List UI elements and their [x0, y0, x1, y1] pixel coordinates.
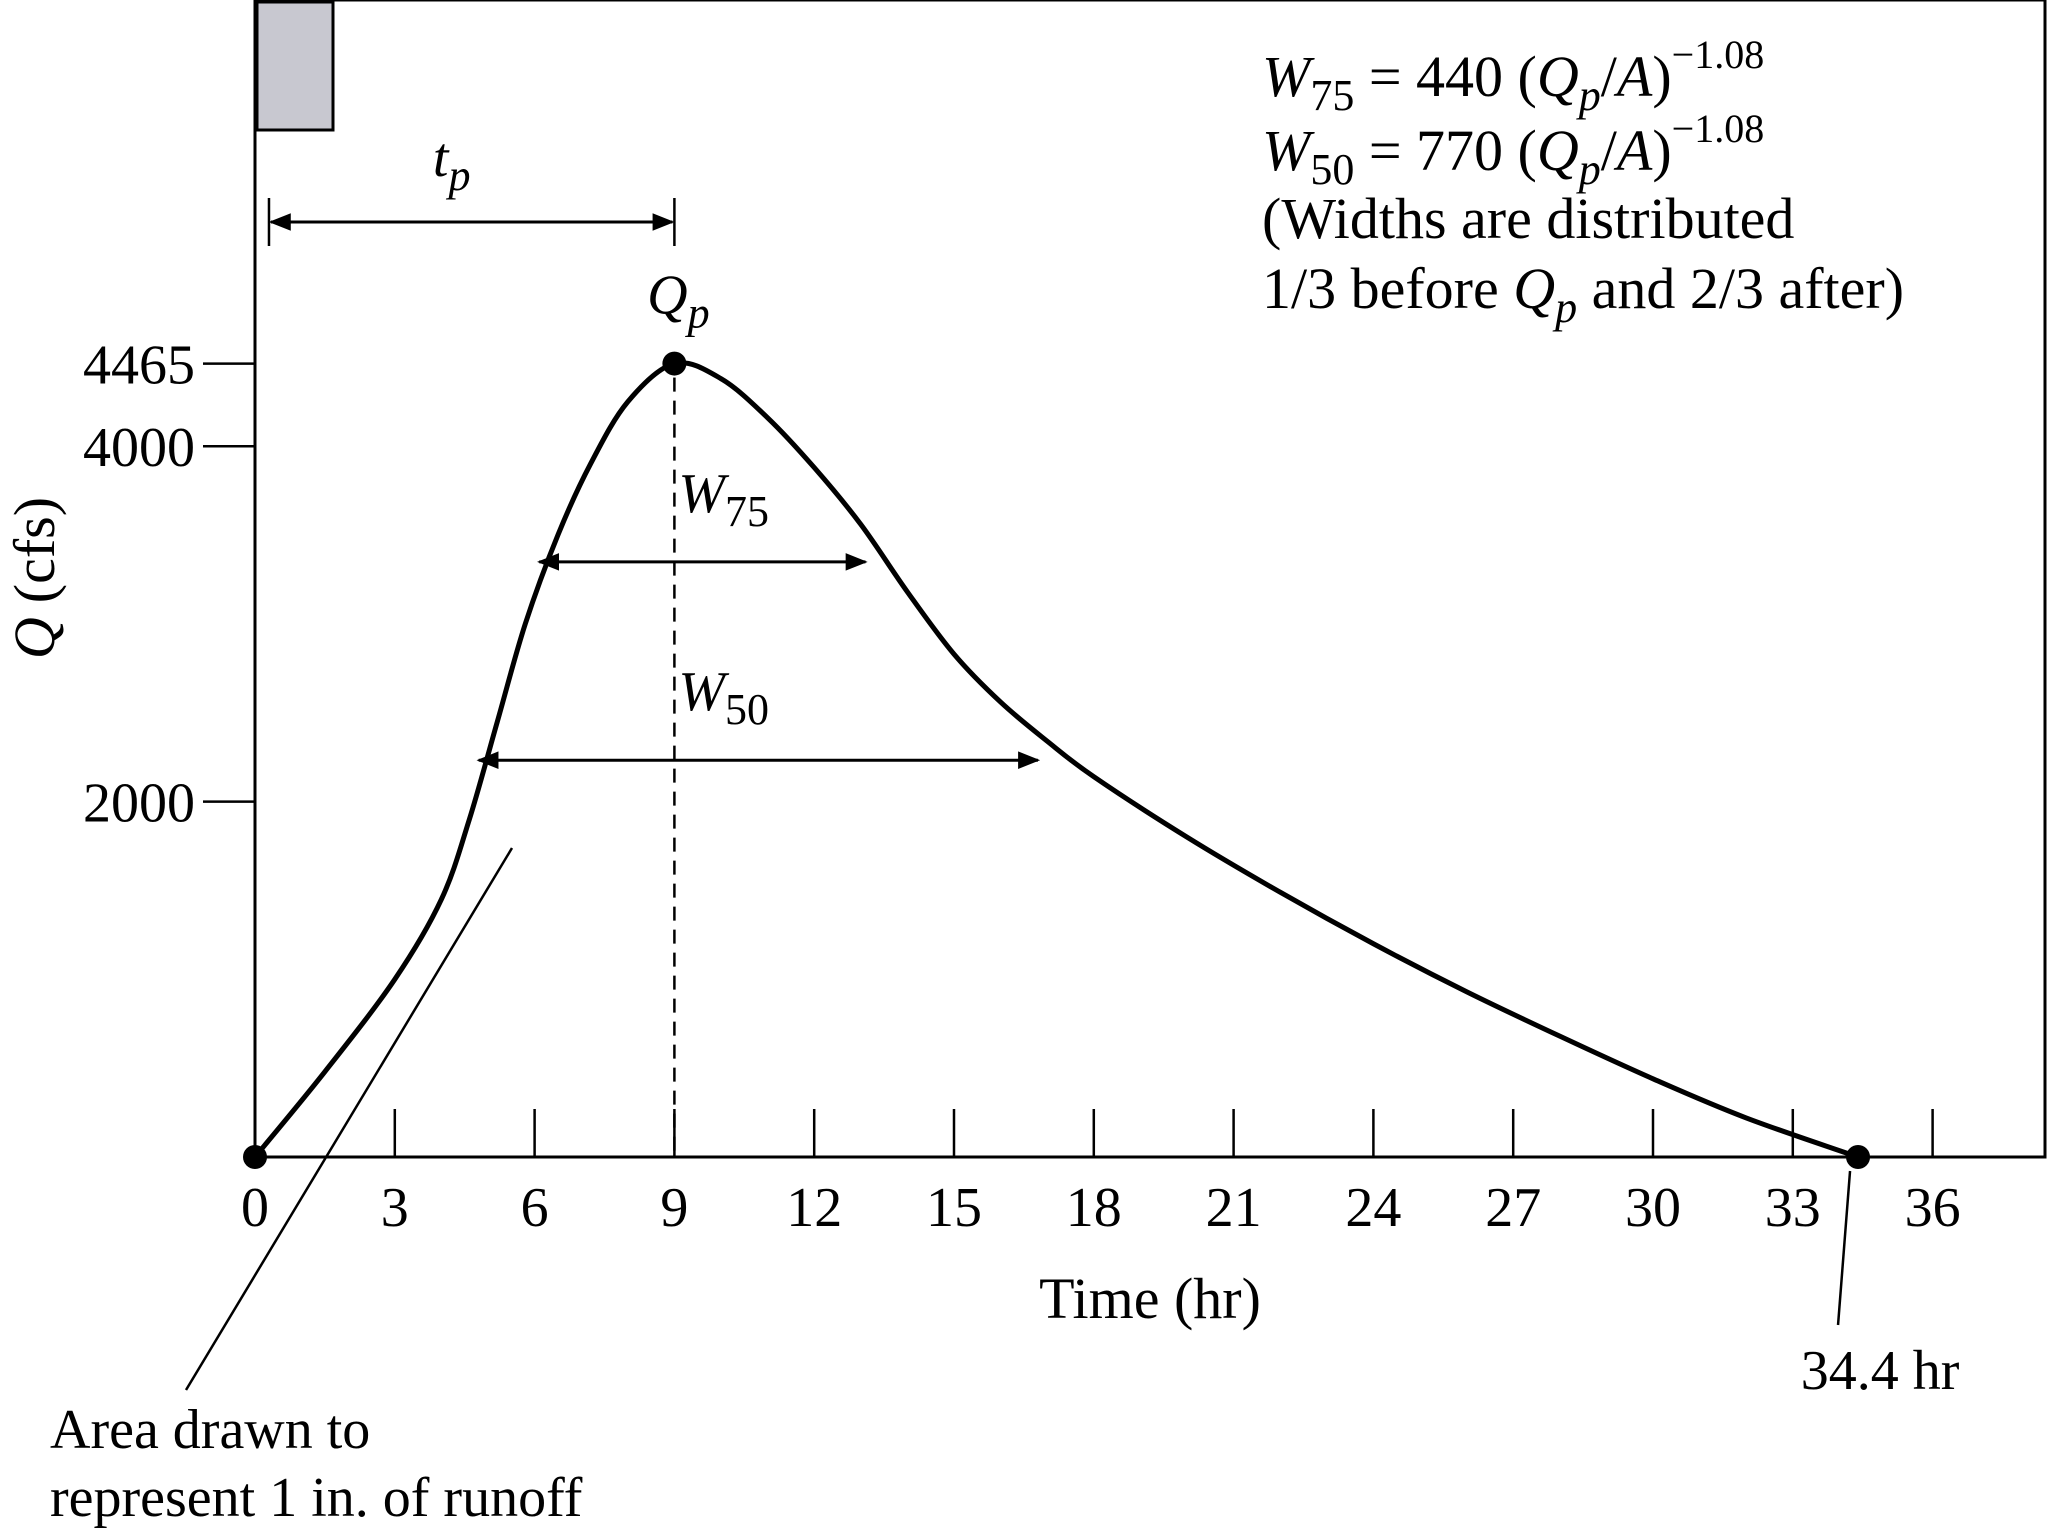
y-axis-title: Q(cfs) [2, 497, 67, 659]
x-tick-label: 15 [926, 1177, 982, 1239]
peak-label: Qp [647, 265, 709, 338]
w50-label: W50 [678, 661, 769, 734]
y-tick-label: 2000 [83, 773, 195, 835]
y-tick-label: 4000 [83, 417, 195, 479]
hydrograph-curve [253, 360, 1859, 1160]
x-tick-label: 6 [521, 1177, 549, 1239]
x-tick-label: 0 [241, 1177, 269, 1239]
x-tick-label: 36 [1905, 1177, 1961, 1239]
w75-label: W75 [678, 463, 769, 536]
end-leader-line [1836, 1170, 1852, 1326]
x-tick-label: 30 [1625, 1177, 1681, 1239]
origin-point [243, 1145, 267, 1169]
x-tick-label: 3 [381, 1177, 409, 1239]
x-tick-label: 24 [1345, 1177, 1401, 1239]
peak-point [662, 351, 687, 376]
end-point [1846, 1145, 1871, 1169]
tp-label: tp [433, 127, 471, 200]
y-tick-label: 4465 [83, 335, 195, 397]
equation-w50: W50 = 770 (Qp/A)−1.08 [1262, 106, 1764, 194]
x-axis-title: Time (hr) [1039, 1266, 1261, 1331]
equation-w75: W75 = 440 (Qp/A)−1.08 [1262, 32, 1764, 120]
widths-note-line1: (Widths are distributed [1262, 186, 1794, 251]
x-tick-label: 9 [660, 1177, 688, 1239]
widths-note-line2: 1/3 before Qp and 2/3 after) [1262, 256, 1904, 332]
area-note-line2: represent 1 in. of runoff [50, 1467, 583, 1529]
end-label: 34.4 hr [1801, 1340, 1960, 1402]
x-tick-label: 12 [786, 1177, 842, 1239]
x-tick-label: 18 [1066, 1177, 1122, 1239]
rainfall-excess-block [255, 0, 335, 132]
plot-frame [253, 0, 2047, 1159]
area-leader-line [184, 847, 514, 1391]
x-tick-label: 21 [1206, 1177, 1262, 1239]
x-tick-label: 33 [1765, 1177, 1821, 1239]
area-note-line1: Area drawn to [50, 1399, 370, 1461]
x-tick-label: 27 [1485, 1177, 1541, 1239]
